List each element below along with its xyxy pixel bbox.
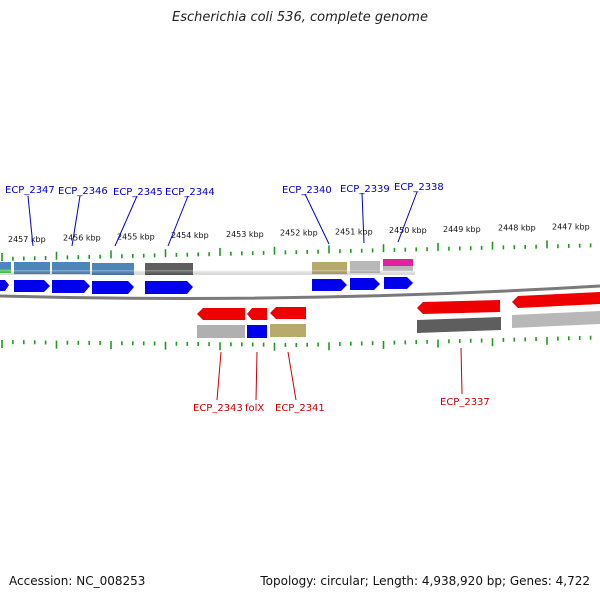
feature-block-ecp2338-lower bbox=[383, 266, 413, 271]
map-title: Escherichia coli 536, complete genome bbox=[172, 10, 428, 25]
gene-label-folx[interactable]: folX bbox=[245, 403, 264, 414]
feature-block-folx[interactable] bbox=[247, 325, 267, 338]
gene-label-ecp2344[interactable]: ECP_2344 bbox=[165, 187, 215, 198]
reverse-callouts: ECP_2343 folX ECP_2341 ECP_2337 bbox=[193, 347, 490, 414]
kbp-label: 2457 kbp bbox=[8, 235, 46, 244]
gene-label-ecp2347[interactable]: ECP_2347 bbox=[5, 185, 55, 196]
kbp-label: 2452 kbp bbox=[280, 229, 318, 238]
kbp-label: 2451 kbp bbox=[335, 227, 373, 236]
cds-arrow-folx[interactable] bbox=[247, 308, 267, 320]
forward-callouts: ECP_2347 ECP_2346 ECP_2345 ECP_2344 ECP_… bbox=[5, 182, 444, 247]
feature-block-ecp2338[interactable] bbox=[383, 259, 413, 266]
outer-tick-track bbox=[1, 240, 592, 261]
cds-arrow-ecp2340[interactable] bbox=[312, 279, 347, 291]
kbp-label: 2450 kbp bbox=[389, 226, 427, 235]
gene-label-ecp2338[interactable]: ECP_2338 bbox=[394, 182, 444, 193]
kbp-label: 2449 kbp bbox=[443, 225, 481, 234]
reverse-cds bbox=[197, 292, 600, 320]
forward-cds bbox=[0, 277, 413, 294]
cds-arrow-ecp2339[interactable] bbox=[350, 278, 380, 290]
topology-label: Topology: circular; Length: 4,938,920 bp… bbox=[260, 574, 590, 588]
cds-arrow-ecp2345[interactable] bbox=[92, 281, 134, 294]
cds-arrow-ecp2341[interactable] bbox=[270, 307, 306, 319]
feature-block-right-edge[interactable] bbox=[512, 311, 600, 328]
kbp-label: 2454 kbp bbox=[171, 231, 209, 240]
kbp-label: 2447 kbp bbox=[552, 222, 590, 231]
cds-arrow-ecp2337[interactable] bbox=[417, 300, 500, 314]
genome-backbone bbox=[0, 284, 600, 300]
kbp-scale-labels: 2457 kbp 2456 kbp 2455 kbp 2454 kbp 2453 kbp… bbox=[8, 222, 590, 244]
cds-arrow-ecp2338[interactable] bbox=[384, 277, 413, 289]
cds-arrow-ecp2346[interactable] bbox=[52, 280, 90, 293]
gene-label-ecp2341[interactable]: ECP_2341 bbox=[275, 403, 325, 414]
gene-label-ecp2343[interactable]: ECP_2343 bbox=[193, 403, 243, 414]
gene-label-ecp2346[interactable]: ECP_2346 bbox=[58, 186, 108, 197]
kbp-label: 2453 kbp bbox=[226, 230, 264, 239]
cds-arrow-ecp2347[interactable] bbox=[14, 280, 50, 292]
gene-label-ecp2339[interactable]: ECP_2339 bbox=[340, 184, 390, 195]
feature-shade bbox=[0, 270, 415, 275]
reverse-features bbox=[197, 311, 600, 338]
cds-arrow-ecp2343[interactable] bbox=[197, 308, 245, 320]
feature-block-left-edge bbox=[0, 262, 11, 269]
accession-label: Accession: NC_008253 bbox=[9, 574, 146, 588]
gene-label-ecp2337[interactable]: ECP_2337 bbox=[440, 397, 490, 408]
inner-tick-track bbox=[1, 335, 592, 351]
cds-arrow-left-edge[interactable] bbox=[0, 280, 9, 291]
gene-label-ecp2340[interactable]: ECP_2340 bbox=[282, 185, 332, 196]
cds-arrow-ecp2344[interactable] bbox=[145, 281, 193, 294]
feature-block-ecp2341[interactable] bbox=[270, 324, 306, 337]
feature-block-ecp2343[interactable] bbox=[197, 325, 245, 338]
feature-block-ecp2337[interactable] bbox=[417, 317, 501, 333]
kbp-label: 2448 kbp bbox=[498, 224, 536, 233]
gene-label-ecp2345[interactable]: ECP_2345 bbox=[113, 187, 163, 198]
kbp-label: 2455 kbp bbox=[117, 232, 155, 241]
forward-features bbox=[0, 259, 415, 275]
cds-arrow-right-edge[interactable] bbox=[512, 292, 600, 308]
kbp-label: 2456 kbp bbox=[63, 234, 101, 243]
